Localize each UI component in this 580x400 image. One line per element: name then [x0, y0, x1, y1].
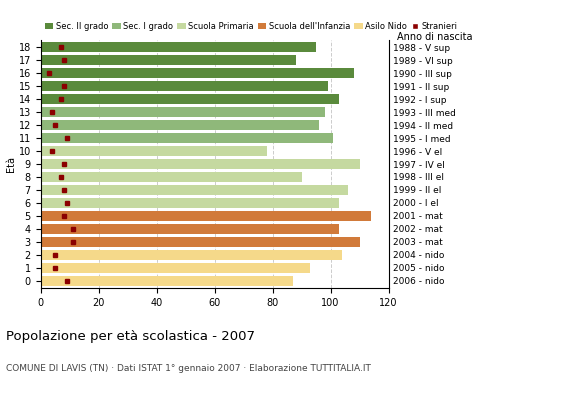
- Bar: [41, 133, 333, 143]
- Bar: [41, 198, 339, 208]
- Bar: [41, 55, 296, 65]
- Bar: [41, 42, 316, 52]
- Bar: [41, 276, 293, 286]
- Text: Popolazione per età scolastica - 2007: Popolazione per età scolastica - 2007: [6, 330, 255, 343]
- Y-axis label: Età: Età: [6, 156, 16, 172]
- Text: Anno di nascita: Anno di nascita: [397, 32, 473, 42]
- Bar: [41, 237, 360, 247]
- Bar: [41, 185, 348, 195]
- Bar: [41, 172, 302, 182]
- Text: COMUNE DI LAVIS (TN) · Dati ISTAT 1° gennaio 2007 · Elaborazione TUTTITALIA.IT: COMUNE DI LAVIS (TN) · Dati ISTAT 1° gen…: [6, 364, 371, 373]
- Bar: [41, 68, 354, 78]
- Bar: [41, 120, 319, 130]
- Bar: [41, 107, 325, 117]
- Bar: [41, 250, 342, 260]
- Legend: Sec. II grado, Sec. I grado, Scuola Primaria, Scuola dell'Infanzia, Asilo Nido, : Sec. II grado, Sec. I grado, Scuola Prim…: [45, 22, 458, 31]
- Bar: [41, 224, 339, 234]
- Bar: [41, 81, 328, 91]
- Bar: [41, 146, 267, 156]
- Bar: [41, 211, 371, 221]
- Bar: [41, 159, 360, 169]
- Bar: [41, 94, 339, 104]
- Bar: [41, 263, 310, 273]
